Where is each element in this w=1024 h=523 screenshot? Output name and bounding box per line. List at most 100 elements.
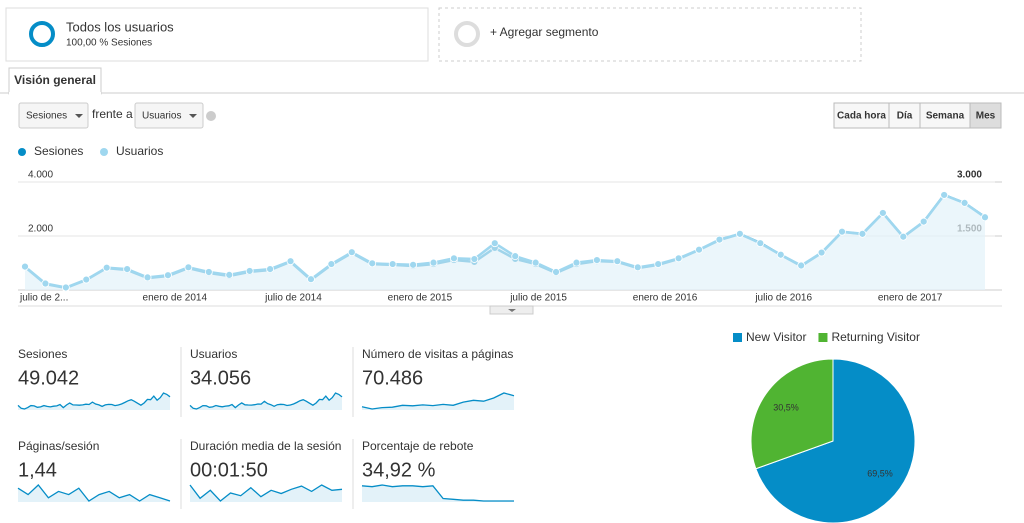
sparkline (189, 392, 343, 410)
add-segment-icon (454, 21, 480, 47)
collapse-arrow (508, 309, 516, 312)
y-tick-label: 4.000 (28, 170, 53, 181)
sparkline-area (18, 393, 170, 410)
data-point (593, 256, 601, 265)
granularity-label: Mes (976, 111, 996, 122)
sparkline-area (190, 393, 342, 410)
data-point (981, 213, 989, 222)
data-point (266, 265, 275, 274)
card-label: Sesiones (18, 347, 67, 361)
data-point (164, 271, 172, 280)
data-point (409, 260, 417, 269)
data-point (633, 263, 642, 272)
data-point (61, 283, 70, 292)
data-point (899, 232, 908, 241)
pie-label: 30,5% (773, 402, 799, 412)
data-point (368, 259, 377, 268)
tab-label: Visión general (14, 73, 96, 87)
sparkline-area (362, 485, 514, 502)
card-value: 00:01:50 (190, 459, 268, 481)
data-point (858, 229, 867, 238)
metric-dropdown[interactable] (18, 102, 89, 129)
legend-label: New Visitor (746, 330, 806, 344)
data-point (695, 245, 703, 254)
data-point (41, 279, 50, 288)
clear-button[interactable] (206, 111, 216, 121)
segment-subtitle: 100,00 % Sesiones (66, 38, 152, 49)
segment-box[interactable] (5, 7, 429, 62)
data-point (123, 265, 132, 274)
card-label: Porcentaje de rebote (362, 439, 474, 453)
granularity-button[interactable] (919, 102, 971, 129)
data-point (735, 229, 744, 238)
granularity-button[interactable] (888, 102, 921, 129)
data-point (654, 260, 663, 268)
metric2: Usuarios (142, 111, 181, 122)
pie-slice (750, 358, 834, 470)
data-point (552, 268, 560, 276)
data-point (102, 263, 111, 272)
pie-label: 69,5% (867, 468, 893, 478)
tab[interactable] (8, 67, 102, 95)
card-label: Páginas/sesión (18, 439, 99, 453)
data-point (940, 191, 949, 199)
dropdown-arrow (189, 114, 197, 118)
legend-marker (818, 333, 828, 342)
data-point (572, 258, 581, 267)
card-value: 49.042 (18, 367, 79, 389)
legend-marker (18, 148, 26, 156)
data-point (838, 227, 846, 236)
sparkline (361, 392, 515, 410)
x-tick-label: julio de 2... (19, 293, 68, 304)
segment-icon (29, 21, 55, 47)
legend-label: Returning Visitor (831, 330, 920, 344)
x-tick-label: enero de 2016 (633, 293, 698, 304)
granularity-label: Cada hora (837, 111, 886, 122)
card-value: 34.056 (190, 367, 251, 389)
granularity-button[interactable] (969, 102, 1002, 129)
pie-slice (755, 358, 916, 523)
data-point (776, 250, 785, 259)
card-value: 34,92 % (362, 459, 436, 481)
data-point (470, 255, 479, 263)
sparkline (17, 392, 171, 410)
data-point (613, 257, 622, 266)
data-point (490, 239, 499, 248)
sparkline-area (18, 485, 170, 502)
data-point (756, 239, 765, 248)
versus: frente a (92, 107, 133, 121)
card-value: 1,44 (18, 459, 57, 481)
data-point (327, 260, 336, 268)
data-point (307, 275, 315, 284)
data-point (674, 254, 683, 263)
data-point (919, 217, 928, 226)
data-point (797, 261, 806, 270)
metric1: Sesiones (26, 111, 67, 122)
data-point (878, 209, 887, 217)
x-tick-label: enero de 2017 (878, 293, 943, 304)
data-point (531, 258, 540, 267)
add-segment-box[interactable] (438, 7, 862, 62)
card-value: 70.486 (362, 367, 423, 389)
card-label: Usuarios (190, 347, 237, 361)
area (25, 195, 985, 290)
data-point (347, 248, 356, 257)
card-label: Duración media de la sesión (190, 439, 341, 453)
y-tick-label: 2.000 (28, 224, 53, 235)
metric-dropdown[interactable] (134, 102, 204, 129)
granularity-label: Semana (926, 111, 965, 122)
data-point (450, 254, 458, 263)
x-tick-label: julio de 2014 (264, 293, 322, 304)
data-point (388, 260, 397, 268)
dropdown-arrow (75, 114, 83, 118)
data-point (511, 252, 520, 261)
add-segment[interactable]: + Agregar segmento (490, 25, 599, 39)
sparkline (361, 484, 514, 502)
legend-label: Usuarios (116, 144, 163, 158)
data-point (245, 267, 254, 275)
legend-marker (100, 148, 108, 156)
data-point (286, 257, 295, 266)
